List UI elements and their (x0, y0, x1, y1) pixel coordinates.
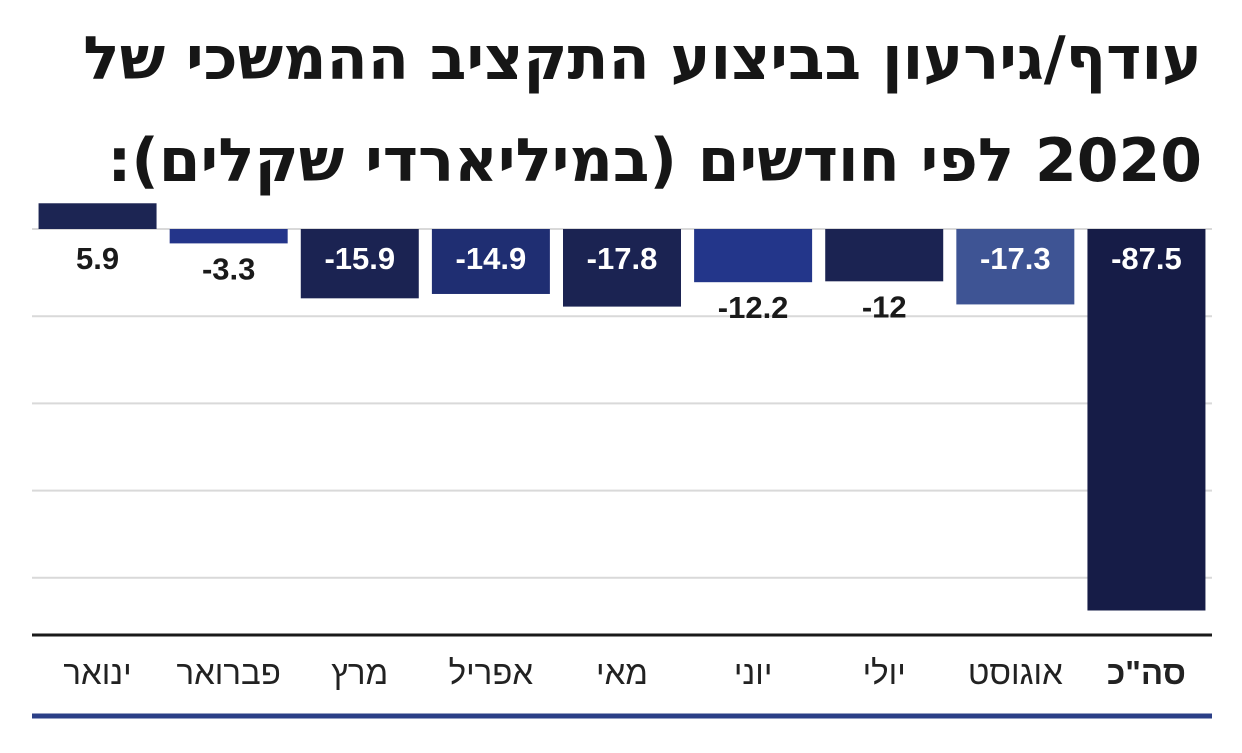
bar-3 (300, 229, 419, 299)
category-label: פברואר (176, 654, 280, 691)
category-label: יולי (863, 654, 906, 691)
value-label: -17.3 (980, 241, 1051, 276)
bar-6 (694, 229, 813, 283)
bar-7 (825, 229, 944, 282)
chart-title: עודף/גירעון בביצוע התקציב ההמשכי של 2020… (83, 24, 1202, 196)
category-label: מאי (596, 654, 648, 691)
value-label: -12 (862, 289, 907, 324)
bar-5 (563, 229, 681, 307)
category-label: ינואר (63, 654, 131, 691)
bar-9 (1087, 229, 1206, 611)
category-label: אפריל (449, 654, 534, 691)
bar-8 (956, 229, 1075, 305)
bar-4 (431, 229, 550, 294)
bar-2 (169, 229, 288, 244)
value-label: -14.9 (456, 241, 527, 276)
category-label: אוגוסט (968, 654, 1063, 691)
category-label: מרץ (331, 654, 388, 691)
value-label: -17.8 (587, 241, 658, 276)
bar-1 (38, 203, 157, 229)
value-label: -12.2 (718, 290, 789, 325)
value-label: 5.9 (76, 241, 119, 276)
value-label: -15.9 (324, 241, 395, 276)
category-label: יוני (734, 654, 773, 691)
value-label: -3.3 (202, 251, 255, 286)
value-label: -87.5 (1111, 241, 1182, 276)
category-label: סה"כ (1107, 654, 1186, 691)
